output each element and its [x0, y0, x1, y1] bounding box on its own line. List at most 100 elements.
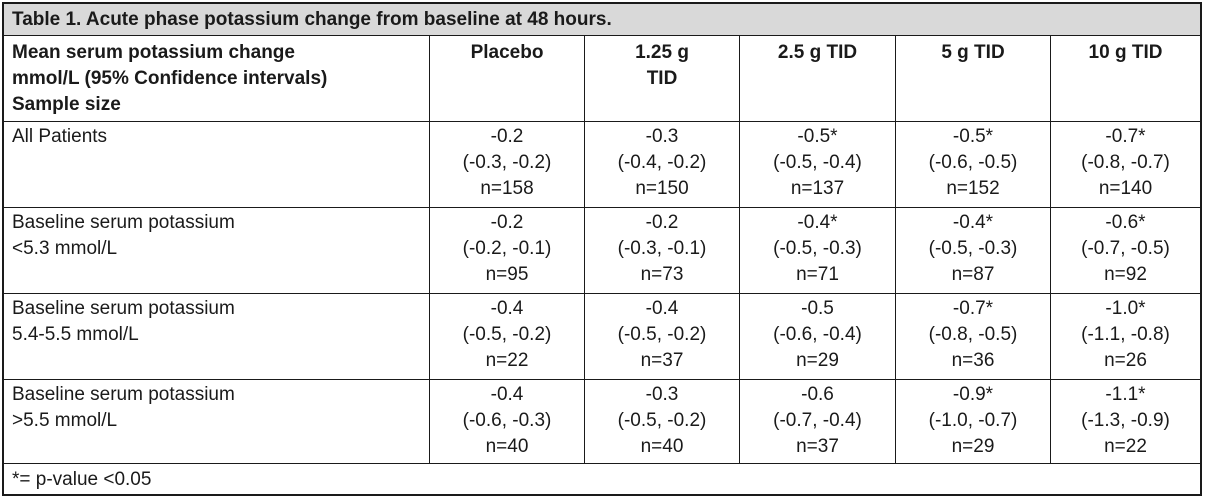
data-cell: -0.3 (-0.4, -0.2) n=150 — [584, 122, 739, 207]
confidence-interval: (-0.4, -0.2) — [617, 152, 707, 173]
table-row: All Patients -0.2 (-0.3, -0.2) n=158 -0.… — [4, 122, 1200, 208]
column-header-text: 5 g TID — [941, 42, 1005, 63]
confidence-interval: (-0.5, -0.3) — [928, 238, 1018, 259]
data-cell: -0.5* (-0.5, -0.4) n=137 — [739, 122, 895, 207]
mean-change: -0.5* — [797, 126, 838, 147]
sample-size: n=40 — [485, 436, 529, 457]
mean-change: -0.2 — [490, 212, 524, 233]
data-cell: -0.6 (-0.7, -0.4) n=37 — [739, 380, 895, 463]
row-label-line: >5.5 mmol/L — [12, 410, 118, 431]
confidence-interval: (-0.3, -0.2) — [462, 152, 552, 173]
sample-size: n=29 — [796, 350, 839, 371]
mean-change: -0.4* — [797, 212, 838, 233]
row-label: Baseline serum potassium <5.3 mmol/L — [4, 208, 429, 293]
header-10g-tid: 10 g TID — [1050, 36, 1200, 121]
data-cell: -0.5* (-0.6, -0.5) n=152 — [895, 122, 1050, 207]
data-cell: -0.4 (-0.6, -0.3) n=40 — [429, 380, 584, 463]
data-cell: -0.7* (-0.8, -0.7) n=140 — [1050, 122, 1200, 207]
data-cell: -1.1* (-1.3, -0.9) n=22 — [1050, 380, 1200, 463]
confidence-interval: (-0.6, -0.3) — [462, 410, 552, 431]
header-label-line: mmol/L (95% Confidence intervals) — [12, 68, 328, 89]
sample-size: n=22 — [1104, 436, 1147, 457]
confidence-interval: (-0.8, -0.5) — [928, 324, 1018, 345]
confidence-interval: (-0.3, -0.1) — [617, 238, 707, 259]
confidence-interval: (-0.5, -0.2) — [462, 324, 552, 345]
mean-change: -0.5* — [952, 126, 994, 147]
mean-change: -0.7* — [1105, 126, 1146, 147]
table-title: Table 1. Acute phase potassium change fr… — [4, 4, 1200, 36]
mean-change: -0.2 — [645, 212, 679, 233]
row-label-line: Baseline serum potassium — [12, 298, 235, 319]
sample-size: n=95 — [485, 264, 529, 285]
column-header-text: TID — [646, 68, 678, 89]
data-cell: -1.0* (-1.1, -0.8) n=26 — [1050, 294, 1200, 379]
data-cell: -0.2 (-0.3, -0.1) n=73 — [584, 208, 739, 293]
sample-size: n=40 — [640, 436, 684, 457]
sample-size: n=26 — [1104, 350, 1147, 371]
confidence-interval: (-0.5, -0.2) — [617, 410, 707, 431]
row-label-line: All Patients — [12, 126, 108, 147]
sample-size: n=36 — [951, 350, 995, 371]
header-2-5g-tid: 2.5 g TID — [739, 36, 895, 121]
column-header-text: 1.25 g — [635, 42, 689, 63]
sample-size: n=22 — [485, 350, 529, 371]
mean-change: -0.9* — [952, 384, 994, 405]
mean-change: -0.3 — [645, 384, 679, 405]
data-cell: -0.4* (-0.5, -0.3) n=71 — [739, 208, 895, 293]
header-label-line: Mean serum potassium change — [12, 42, 295, 63]
header-1-25g-tid: 1.25 g TID — [584, 36, 739, 121]
row-label-line: Baseline serum potassium — [12, 384, 235, 405]
sample-size: n=37 — [796, 436, 839, 457]
sample-size: n=71 — [796, 264, 839, 285]
mean-change: -0.7* — [952, 298, 994, 319]
mean-change: -0.6* — [1105, 212, 1146, 233]
data-cell: -0.4* (-0.5, -0.3) n=87 — [895, 208, 1050, 293]
confidence-interval: (-0.8, -0.7) — [1081, 152, 1170, 173]
mean-change: -0.4 — [490, 298, 524, 319]
mean-change: -1.0* — [1105, 298, 1146, 319]
mean-change: -1.1* — [1105, 384, 1146, 405]
confidence-interval: (-0.7, -0.5) — [1081, 238, 1170, 259]
row-label-line: Baseline serum potassium — [12, 212, 235, 233]
sample-size: n=87 — [951, 264, 995, 285]
column-header-text: 10 g TID — [1088, 42, 1163, 63]
data-cell: -0.4 (-0.5, -0.2) n=22 — [429, 294, 584, 379]
row-label: Baseline serum potassium 5.4-5.5 mmol/L — [4, 294, 429, 379]
mean-change: -0.5 — [801, 298, 834, 319]
mean-change: -0.4 — [645, 298, 679, 319]
header-5g-tid: 5 g TID — [895, 36, 1050, 121]
row-label: Baseline serum potassium >5.5 mmol/L — [4, 380, 429, 463]
confidence-interval: (-0.5, -0.3) — [773, 238, 862, 259]
data-cell: -0.3 (-0.5, -0.2) n=40 — [584, 380, 739, 463]
confidence-interval: (-0.5, -0.2) — [617, 324, 707, 345]
header-label-line: Sample size — [12, 94, 121, 115]
header-placebo: Placebo — [429, 36, 584, 121]
sample-size: n=29 — [951, 436, 995, 457]
confidence-interval: (-1.3, -0.9) — [1081, 410, 1170, 431]
data-cell: -0.4 (-0.5, -0.2) n=37 — [584, 294, 739, 379]
mean-change: -0.4* — [952, 212, 994, 233]
confidence-interval: (-0.6, -0.5) — [928, 152, 1018, 173]
mean-change: -0.3 — [645, 126, 679, 147]
sample-size: n=73 — [640, 264, 684, 285]
data-cell: -0.7* (-0.8, -0.5) n=36 — [895, 294, 1050, 379]
data-cell: -0.6* (-0.7, -0.5) n=92 — [1050, 208, 1200, 293]
table-row: Baseline serum potassium <5.3 mmol/L -0.… — [4, 208, 1200, 294]
sample-size: n=140 — [1098, 178, 1153, 199]
mean-change: -0.4 — [490, 384, 524, 405]
data-cell: -0.2 (-0.2, -0.1) n=95 — [429, 208, 584, 293]
sample-size: n=150 — [635, 178, 689, 199]
confidence-interval: (-1.1, -0.8) — [1081, 324, 1170, 345]
table-row: Baseline serum potassium 5.4-5.5 mmol/L … — [4, 294, 1200, 380]
header-row-label: Mean serum potassium change mmol/L (95% … — [4, 36, 429, 121]
confidence-interval: (-0.2, -0.1) — [462, 238, 552, 259]
confidence-interval: (-0.7, -0.4) — [773, 410, 862, 431]
confidence-interval: (-0.6, -0.4) — [773, 324, 862, 345]
table-footnote: *= p-value <0.05 — [12, 469, 152, 490]
table-header-row: Mean serum potassium change mmol/L (95% … — [4, 36, 1200, 122]
row-label-line: 5.4-5.5 mmol/L — [12, 324, 139, 345]
data-cell: -0.5 (-0.6, -0.4) n=29 — [739, 294, 895, 379]
sample-size: n=92 — [1104, 264, 1147, 285]
data-cell: -0.9* (-1.0, -0.7) n=29 — [895, 380, 1050, 463]
row-label: All Patients — [4, 122, 429, 207]
